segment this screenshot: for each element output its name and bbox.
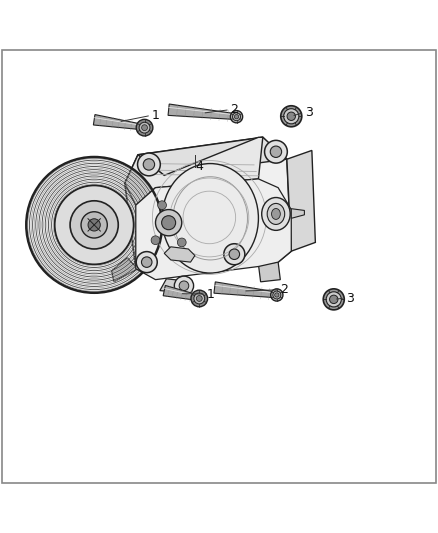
Circle shape (136, 252, 157, 273)
Polygon shape (258, 262, 280, 282)
Circle shape (270, 146, 282, 157)
Circle shape (139, 122, 150, 133)
Ellipse shape (272, 208, 280, 220)
Polygon shape (125, 138, 263, 205)
Circle shape (155, 209, 182, 236)
Circle shape (275, 293, 279, 297)
Polygon shape (125, 138, 291, 269)
Circle shape (179, 281, 189, 290)
Ellipse shape (267, 204, 285, 224)
Circle shape (281, 106, 302, 127)
Polygon shape (287, 150, 315, 251)
Circle shape (194, 293, 205, 304)
Circle shape (191, 290, 208, 307)
Text: 1: 1 (152, 109, 159, 122)
Ellipse shape (261, 198, 290, 230)
Circle shape (265, 140, 287, 163)
Circle shape (177, 238, 186, 247)
Circle shape (174, 276, 194, 295)
Circle shape (230, 110, 243, 123)
Polygon shape (291, 209, 304, 219)
Circle shape (136, 119, 153, 136)
Text: 4: 4 (195, 160, 203, 173)
Circle shape (158, 201, 166, 209)
Circle shape (273, 291, 281, 299)
Polygon shape (160, 279, 193, 293)
Circle shape (271, 289, 283, 301)
Circle shape (326, 292, 341, 307)
Text: 2: 2 (230, 103, 238, 116)
Polygon shape (93, 115, 144, 130)
Circle shape (88, 219, 100, 231)
Circle shape (329, 295, 338, 304)
Text: 1: 1 (206, 288, 214, 301)
Circle shape (55, 185, 134, 264)
Circle shape (224, 244, 245, 265)
Circle shape (141, 125, 148, 131)
Circle shape (138, 153, 160, 176)
Circle shape (229, 249, 240, 260)
Circle shape (141, 257, 152, 268)
Polygon shape (214, 282, 277, 298)
Text: 2: 2 (280, 283, 288, 296)
Circle shape (287, 112, 296, 120)
Circle shape (162, 216, 176, 230)
Circle shape (284, 109, 299, 124)
Polygon shape (138, 138, 287, 175)
Text: 3: 3 (346, 292, 353, 304)
Polygon shape (163, 286, 200, 301)
Polygon shape (168, 104, 237, 119)
Circle shape (234, 115, 239, 119)
Circle shape (81, 212, 107, 238)
Text: 3: 3 (305, 106, 313, 119)
Polygon shape (164, 247, 195, 262)
Circle shape (233, 112, 240, 120)
Circle shape (143, 159, 155, 170)
Circle shape (151, 236, 160, 245)
Circle shape (323, 289, 344, 310)
Polygon shape (136, 179, 291, 280)
Ellipse shape (162, 164, 258, 273)
Circle shape (70, 201, 118, 249)
Polygon shape (112, 258, 138, 282)
Circle shape (196, 296, 202, 301)
